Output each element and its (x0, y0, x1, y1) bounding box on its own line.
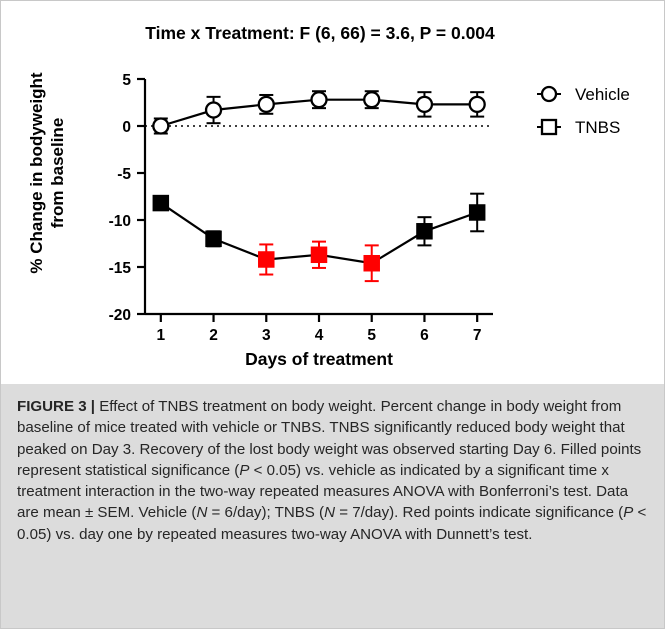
series-layer (152, 90, 486, 283)
data-point (415, 95, 434, 114)
data-point (416, 223, 433, 240)
data-point (468, 204, 486, 221)
caption-text-5: < 0.05) vs. day one by repeated measures… (17, 504, 647, 543)
data-point (363, 254, 380, 272)
data-point (152, 117, 170, 135)
caption-italic-p: P (239, 461, 250, 479)
x-axis-label: Days of treatment (245, 349, 393, 369)
caption-italic-n: N (324, 504, 335, 522)
x-tick-label: 5 (367, 327, 376, 344)
y-tick-label: -5 (117, 166, 131, 183)
legend: Vehicle TNBS (537, 85, 630, 137)
axes: 5 0 -5 -10 -15 -20 1 2 3 4 5 6 7 (109, 72, 493, 344)
legend-item-vehicle: Vehicle (537, 85, 630, 104)
caption-text-3: = 6/day); TNBS ( (207, 504, 325, 522)
data-point (204, 101, 223, 119)
caption-figure-label: FIGURE 3 | (17, 398, 96, 415)
data-point (257, 95, 275, 114)
caption-text-1: Effect of TNBS treatment on body weight.… (17, 398, 642, 479)
y-tick-label: -20 (109, 307, 131, 324)
data-point (468, 95, 486, 114)
figure-caption: FIGURE 3 | Effect of TNBS treatment on b… (1, 384, 664, 628)
data-point (363, 91, 381, 109)
y-axis-label-line1: % Change in bodyweight (27, 72, 46, 274)
data-point (152, 194, 170, 212)
y-tick-label: 0 (122, 119, 131, 136)
legend-label-vehicle: Vehicle (575, 85, 630, 104)
x-tick-label: 1 (157, 327, 166, 344)
data-point (205, 230, 222, 248)
y-tick-label: -15 (109, 260, 132, 277)
x-tick-label: 3 (262, 327, 271, 344)
x-tick-label: 4 (315, 327, 324, 344)
x-tick-label: 2 (209, 327, 218, 344)
data-point (310, 91, 328, 109)
data-point (310, 246, 328, 264)
chart-title: Time x Treatment: F (6, 66) = 3.6, P = 0… (145, 23, 495, 43)
series-vehicle (152, 90, 486, 135)
x-tick-label: 6 (420, 327, 429, 344)
series-tnbs (152, 192, 486, 283)
legend-label-tnbs: TNBS (575, 118, 620, 137)
caption-text-4: = 7/day). Red points indicate significan… (335, 504, 624, 522)
caption-italic-p: P (623, 504, 634, 522)
y-tick-label: 5 (122, 72, 131, 89)
caption-text-2: < 0.05) vs. vehicle as indicated by a si… (17, 461, 629, 522)
y-tick-label: -10 (109, 213, 131, 230)
y-axis-label-line2: from baseline (48, 118, 67, 229)
x-tick-label: 7 (473, 327, 482, 344)
data-point (258, 251, 275, 268)
chart: Time x Treatment: F (6, 66) = 3.6, P = 0… (27, 23, 630, 369)
caption-italic-n: N (196, 504, 208, 522)
legend-item-tnbs: TNBS (537, 118, 620, 137)
